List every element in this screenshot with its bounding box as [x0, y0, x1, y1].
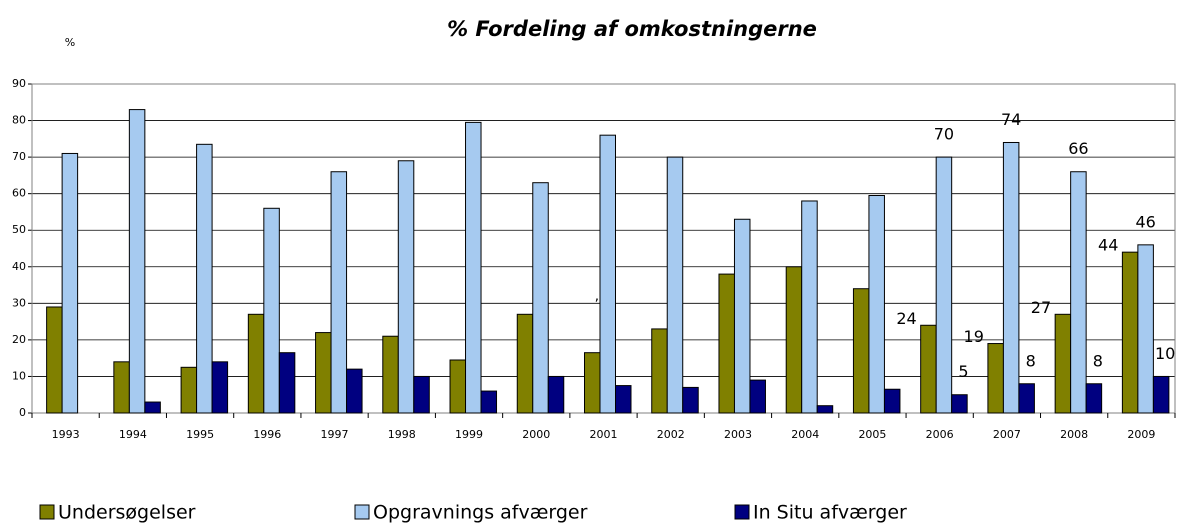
y-tick-label: 30	[12, 296, 26, 309]
y-tick-label: 10	[12, 369, 26, 382]
x-tick-label: 2009	[1127, 428, 1155, 441]
bar	[599, 134, 616, 414]
bar	[144, 401, 161, 414]
data-label: 10	[1155, 344, 1175, 363]
bar	[1018, 383, 1035, 414]
data-label: 19	[964, 327, 984, 346]
y-axis-label: %	[65, 36, 75, 49]
data-label: 24	[896, 309, 916, 328]
data-label: 46	[1135, 212, 1155, 231]
data-label: 5	[958, 362, 968, 381]
y-tick-label: 0	[19, 406, 26, 419]
data-label: 74	[1001, 110, 1021, 129]
bar	[547, 375, 565, 414]
y-tick-label: 40	[12, 260, 26, 273]
bar	[951, 394, 968, 414]
bar	[113, 361, 130, 414]
legend-swatch	[734, 504, 750, 520]
data-label: 44	[1098, 236, 1118, 255]
bar	[346, 368, 363, 414]
x-tick-label: 1993	[52, 428, 80, 441]
data-label: 70	[934, 125, 954, 144]
x-tick-label: 2008	[1060, 428, 1088, 441]
bar	[180, 366, 198, 414]
bar	[263, 207, 280, 414]
bar	[1002, 141, 1020, 414]
bar	[852, 288, 870, 414]
bar	[61, 152, 79, 414]
bar	[584, 352, 601, 414]
y-tick-label: 80	[12, 114, 26, 127]
x-tick-label: 2007	[993, 428, 1021, 441]
bar	[883, 388, 901, 414]
bar	[1070, 171, 1087, 414]
bar	[718, 273, 735, 414]
y-tick-label: 20	[12, 333, 26, 346]
bar	[615, 385, 632, 414]
bar	[413, 375, 430, 414]
annotation: ’	[595, 297, 599, 313]
bar	[46, 306, 63, 414]
bar	[278, 352, 296, 414]
x-tick-label: 1998	[388, 428, 416, 441]
bar	[330, 171, 348, 414]
bar	[801, 200, 818, 414]
legend-swatch	[39, 504, 55, 520]
x-tick-label: 2006	[926, 428, 954, 441]
x-tick-label: 2004	[791, 428, 819, 441]
legend-label: In Situ afværger	[753, 502, 907, 524]
bar	[1085, 383, 1103, 414]
bar	[532, 182, 549, 414]
bar	[935, 156, 953, 414]
bar	[196, 143, 213, 414]
bar	[920, 324, 937, 414]
bar	[1137, 244, 1154, 414]
x-tick-label: 1996	[253, 428, 281, 441]
data-label: 8	[1026, 351, 1036, 370]
bar	[465, 121, 482, 414]
x-tick-label: 1994	[119, 428, 147, 441]
bar	[749, 379, 766, 414]
data-label: 27	[1031, 298, 1051, 317]
bar	[785, 266, 803, 414]
chart-title: % Fordeling af omkostningerne	[447, 17, 817, 41]
bar	[1121, 251, 1139, 414]
x-tick-label: 1995	[186, 428, 214, 441]
data-label: 66	[1068, 139, 1088, 158]
bar	[516, 313, 534, 414]
x-tick-label: 2002	[657, 428, 685, 441]
bar	[480, 390, 498, 414]
bar	[397, 160, 415, 414]
bar	[1152, 375, 1170, 414]
bar	[682, 386, 699, 414]
x-tick-label: 2000	[522, 428, 550, 441]
bar	[987, 343, 1004, 414]
y-tick-label: 50	[12, 223, 26, 236]
data-label: 8	[1093, 351, 1103, 370]
bar	[211, 361, 229, 414]
y-tick-label: 70	[12, 150, 26, 163]
x-tick-label: 1997	[321, 428, 349, 441]
bar	[733, 218, 751, 414]
bar	[651, 328, 668, 414]
legend-swatch	[354, 504, 370, 520]
y-tick-label: 60	[12, 187, 26, 200]
bar	[382, 335, 399, 414]
x-tick-label: 2003	[724, 428, 752, 441]
bar	[449, 359, 467, 414]
legend-label: Undersøgelser	[58, 502, 196, 524]
x-tick-label: 1999	[455, 428, 483, 441]
bar	[247, 313, 265, 414]
bar	[666, 156, 684, 414]
y-tick-label: 90	[12, 77, 26, 90]
legend-label: Opgravnings afværger	[373, 502, 588, 524]
x-tick-label: 2005	[858, 428, 886, 441]
bar	[816, 405, 834, 414]
bar	[868, 194, 885, 414]
bar	[315, 332, 332, 414]
bar	[128, 109, 146, 414]
x-tick-label: 2001	[590, 428, 618, 441]
bar	[1054, 313, 1072, 414]
